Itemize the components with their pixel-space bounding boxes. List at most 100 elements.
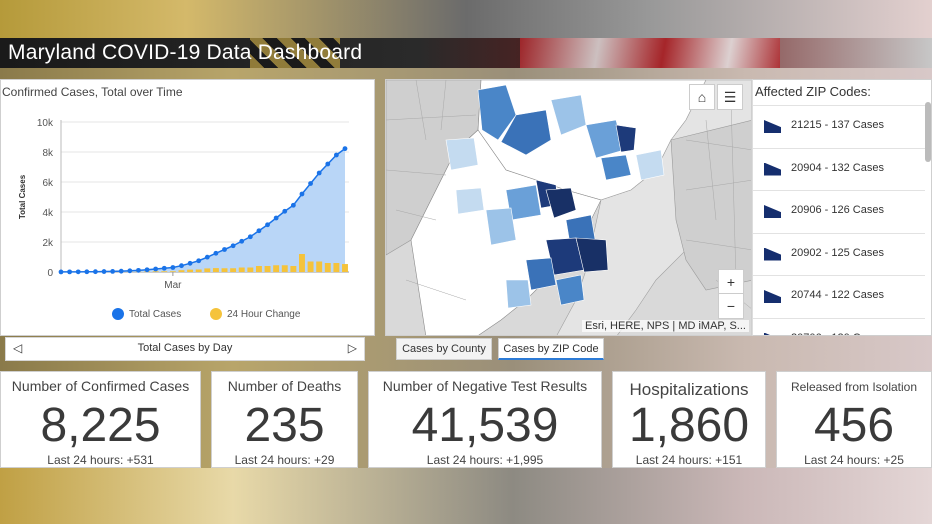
change-bar <box>290 266 297 272</box>
zip-symbol-icon <box>764 332 781 335</box>
stat-card-confirmed: Number of Confirmed Cases 8,225 Last 24 … <box>0 371 201 468</box>
stat-card-title: Number of Deaths <box>227 378 342 394</box>
stat-card-value: 456 <box>813 399 895 452</box>
total-cases-point <box>308 181 313 186</box>
total-cases-point <box>316 170 322 176</box>
total-cases-point <box>127 268 133 274</box>
total-cases-point <box>239 238 245 244</box>
total-cases-point <box>230 243 236 249</box>
chart-pager-label: Total Cases by Day <box>137 342 233 354</box>
zip-list-item[interactable]: 20744 - 122 Cases <box>753 275 925 317</box>
total-cases-point <box>342 146 348 152</box>
change-bar <box>281 265 288 272</box>
total-cases-point <box>67 269 73 275</box>
scrollbar[interactable] <box>925 102 931 162</box>
cases-chart[interactable]: 0 2k 4k 6k 8k 10k Total Cases Mar <box>1 80 374 335</box>
stat-card-value: 235 <box>244 399 325 452</box>
flag-decoration <box>250 38 340 68</box>
change-bar <box>178 270 185 272</box>
total-cases-point <box>101 269 107 274</box>
y-tick-label: 2k <box>42 238 54 249</box>
total-cases-point <box>333 152 339 158</box>
total-cases-point <box>273 215 279 221</box>
stat-card-subtitle: Last 24 hours: +151 <box>635 453 743 467</box>
zip-symbol-icon <box>764 205 781 218</box>
stat-card-subtitle: Last 24 hours: +25 <box>804 453 904 467</box>
change-bar <box>221 268 228 272</box>
zip-symbol-icon <box>764 120 781 133</box>
zip-list-item[interactable]: 20706 - 120 Cases <box>753 317 925 336</box>
total-cases-point <box>222 247 227 252</box>
chevron-right-icon[interactable]: ▷ <box>347 341 357 355</box>
change-bar <box>307 261 314 272</box>
total-cases-point <box>187 260 193 266</box>
change-bar <box>342 264 348 272</box>
total-cases-point <box>204 254 210 260</box>
change-bar <box>273 265 280 272</box>
zip-symbol-icon <box>764 247 781 261</box>
zip-list-item[interactable]: 20906 - 126 Cases <box>753 190 925 232</box>
total-cases-point <box>118 268 124 274</box>
flag-decoration <box>520 38 780 68</box>
y-tick-label: 6k <box>42 178 54 189</box>
change-bar <box>204 268 211 272</box>
change-bar <box>238 267 245 272</box>
tab-cases-by-zip[interactable]: Cases by ZIP Code <box>498 338 604 360</box>
change-bar <box>195 269 202 272</box>
zip-list-header: Affected ZIP Codes: <box>755 84 871 99</box>
total-cases-line <box>60 148 346 273</box>
stat-card-subtitle: Last 24 hours: +29 <box>234 453 335 467</box>
stat-card-deaths: Number of Deaths 235 Last 24 hours: +29 <box>211 371 358 468</box>
tab-cases-by-county[interactable]: Cases by County <box>396 338 492 360</box>
zip-list-item[interactable]: 20904 - 132 Cases <box>753 147 925 190</box>
map-canvas[interactable] <box>386 80 752 336</box>
page-title: Maryland COVID-19 Data Dashboard <box>8 41 363 64</box>
change-bar <box>187 269 194 272</box>
total-cases-point <box>84 269 90 275</box>
change-bar <box>255 266 262 272</box>
chevron-left-icon[interactable]: ◁ <box>13 341 23 355</box>
change-bar <box>264 266 271 272</box>
stat-card-subtitle: Last 24 hours: +1,995 <box>426 453 544 467</box>
zip-code-list-panel: Affected ZIP Codes: 21215 - 137 Cases 209… <box>752 79 932 336</box>
list-icon[interactable]: ☰ <box>717 84 743 110</box>
zip-list-item[interactable]: 21215 - 137 Cases <box>753 105 925 147</box>
total-cases-point <box>282 208 288 214</box>
zip-list-item-label: 20706 - 120 Cases <box>791 332 884 336</box>
total-cases-point <box>136 267 141 273</box>
change-bar <box>161 271 168 272</box>
y-tick-label: 8k <box>42 148 54 159</box>
total-cases-point <box>256 228 262 234</box>
zip-list-item-label: 20904 - 132 Cases <box>791 161 884 174</box>
stat-card-title: Number of Negative Test Results <box>382 378 588 394</box>
change-bar <box>247 267 254 272</box>
stat-card-value: 8,225 <box>40 399 161 452</box>
map-attribution: Esri, HERE, NPS | MD iMAP, S... <box>582 320 749 332</box>
zip-list-item[interactable]: 20902 - 125 Cases <box>753 232 925 275</box>
legend-label-change[interactable]: 24 Hour Change <box>227 309 301 320</box>
background-frame-bottom <box>0 468 932 524</box>
zip-list-item-label: 20744 - 122 Cases <box>791 289 884 301</box>
total-cases-area <box>61 148 345 272</box>
zip-symbol-icon <box>764 290 781 303</box>
total-cases-point <box>110 269 116 274</box>
legend-label-total[interactable]: Total Cases <box>129 309 182 320</box>
stat-card-negative-tests: Number of Negative Test Results 41,539 L… <box>368 371 602 468</box>
total-cases-point <box>213 250 219 256</box>
zoom-in-button[interactable]: + <box>718 269 744 295</box>
total-cases-point <box>196 258 202 264</box>
cases-chart-panel: Confirmed Cases, Total over Time 0 2k 4k 6k… <box>0 79 375 336</box>
stat-card-value: 41,539 <box>411 399 559 452</box>
total-cases-point <box>265 222 270 228</box>
y-tick-label: 10k <box>37 118 54 129</box>
total-cases-point <box>325 161 331 167</box>
background-frame-top <box>0 0 932 38</box>
change-bar <box>333 263 340 272</box>
change-bar <box>212 268 219 272</box>
zoom-out-button[interactable]: − <box>718 293 744 319</box>
stat-card-value: 1,860 <box>628 399 750 452</box>
home-icon[interactable]: ⌂ <box>689 84 715 110</box>
total-cases-point <box>179 263 184 269</box>
zip-map[interactable]: ⌂ ☰ + − Esri, HERE, NPS | MD iMAP, S... <box>385 79 752 336</box>
change-bar <box>152 271 159 272</box>
